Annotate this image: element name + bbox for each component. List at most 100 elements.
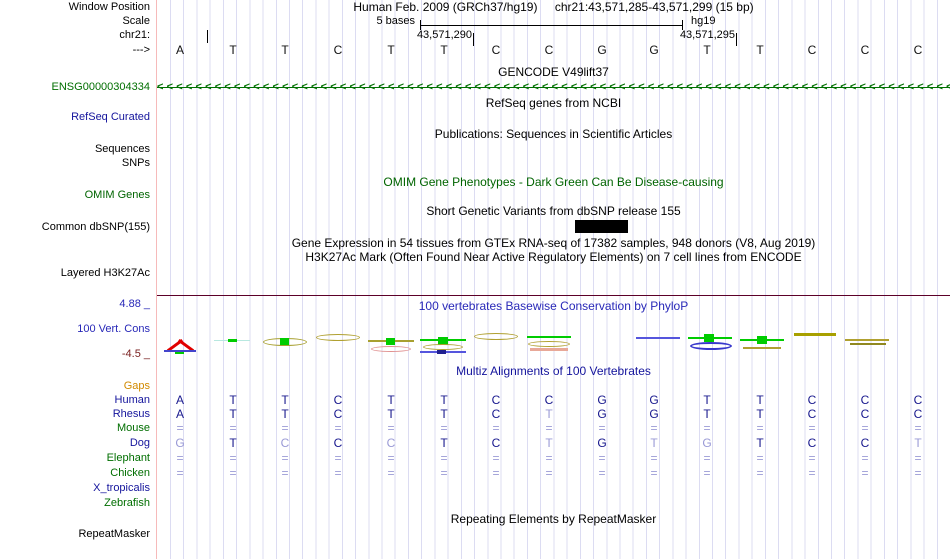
alignment-base-human: C — [544, 393, 554, 407]
alignment-base-mouse: = — [176, 421, 184, 435]
scale-bases-text: 5 bases — [376, 15, 415, 27]
species-label-dog[interactable]: Dog — [129, 437, 150, 449]
phylop-track-label[interactable]: 100 Vert. Cons — [77, 323, 150, 335]
alignment-base-human: C — [333, 393, 343, 407]
window-position-title: Human Feb. 2009 (GRCh37/hg19) chr21:43,5… — [157, 1, 950, 14]
reference-base: C — [860, 43, 870, 57]
coord-right-text: 43,571,295 — [679, 29, 735, 41]
phylop-glyph-shape — [527, 336, 571, 338]
alignment-base-elephant: = — [492, 451, 500, 465]
alignment-base-chicken: = — [756, 466, 764, 480]
alignment-base-human: C — [807, 393, 817, 407]
omim-genes-label[interactable]: OMIM Genes — [84, 189, 150, 201]
alignment-base-rhesus: G — [597, 407, 607, 421]
reference-base: T — [703, 43, 711, 57]
species-label-elephant[interactable]: Elephant — [106, 452, 150, 464]
strand-arrow-label: ---> — [132, 44, 150, 56]
phylop-glyph-shape — [636, 337, 680, 339]
alignment-base-dog: C — [860, 436, 870, 450]
alignment-base-human: T — [387, 393, 395, 407]
gencode-gene-label[interactable]: ENSG00000304334 — [51, 81, 150, 93]
alignment-base-chicken: = — [492, 466, 500, 480]
alignment-base-elephant: = — [861, 451, 869, 465]
alignment-base-chicken: = — [650, 466, 658, 480]
alignment-base-mouse: = — [703, 421, 711, 435]
refseq-curated-label[interactable]: RefSeq Curated — [71, 111, 150, 123]
alignment-base-mouse: = — [545, 421, 553, 435]
phylop-glyph-shape — [386, 338, 395, 345]
reference-base: T — [387, 43, 395, 57]
snps-label[interactable]: SNPs — [121, 157, 150, 169]
alignment-base-dog: T — [914, 436, 922, 450]
phylop-min-value: -4.5 _ — [121, 348, 150, 360]
alignment-base-rhesus: T — [387, 407, 395, 421]
alignment-base-elephant: = — [650, 451, 658, 465]
phylop-track-title[interactable]: 100 vertebrates Basewise Conservation by… — [418, 299, 689, 313]
alignment-base-rhesus: T — [545, 407, 553, 421]
gtex-track-title[interactable]: Gene Expression in 54 tissues from GTEx … — [291, 236, 816, 250]
phylop-glyph-shape — [228, 339, 237, 342]
reference-base: G — [597, 43, 607, 57]
coord-tick-unlabeled — [207, 30, 208, 43]
coord-left-text: 43,571,290 — [416, 29, 472, 41]
sequences-label[interactable]: Sequences — [94, 143, 150, 155]
alignment-base-dog: C — [807, 436, 817, 450]
scale-ruler-tick-left — [420, 20, 421, 30]
alignment-base-rhesus: C — [807, 407, 817, 421]
alignment-base-chicken: = — [808, 466, 816, 480]
alignment-base-mouse: = — [914, 421, 922, 435]
species-label-mouse[interactable]: Mouse — [116, 422, 150, 434]
phylop-glyph-shape — [423, 344, 463, 350]
alignment-base-chicken: = — [229, 466, 237, 480]
phylop-glyph-shape — [437, 350, 446, 354]
phylop-glyph-shape — [316, 334, 360, 341]
repeatmasker-track-title[interactable]: Repeating Elements by RepeatMasker — [450, 512, 657, 526]
species-label-x_tropicalis[interactable]: X_tropicalis — [93, 482, 150, 494]
common-dbsnp-label[interactable]: Common dbSNP(155) — [41, 221, 150, 233]
coord-left-tick — [473, 33, 474, 46]
publications-track-title[interactable]: Publications: Sequences in Scientific Ar… — [434, 127, 673, 141]
omim-track-title[interactable]: OMIM Gene Phenotypes - Dark Green Can Be… — [383, 175, 724, 189]
alignment-base-rhesus: T — [703, 407, 711, 421]
refseq-track-title[interactable]: RefSeq genes from NCBI — [485, 96, 622, 110]
species-label-human[interactable]: Human — [114, 394, 150, 406]
alignment-base-mouse: = — [229, 421, 237, 435]
scale-label: Scale — [122, 15, 150, 27]
species-label-gaps[interactable]: Gaps — [123, 380, 150, 392]
alignment-base-dog: C — [333, 436, 343, 450]
assembly-title: Human Feb. 2009 (GRCh37/hg19) — [353, 0, 538, 14]
alignment-base-mouse: = — [334, 421, 342, 435]
phylop-max-value: 4.88 _ — [119, 298, 150, 310]
alignment-base-human: T — [281, 393, 289, 407]
reference-base: C — [913, 43, 923, 57]
alignment-base-dog: G — [597, 436, 607, 450]
phylop-glyph-shape — [794, 333, 836, 336]
species-label-chicken[interactable]: Chicken — [110, 467, 150, 479]
alignment-base-elephant: = — [703, 451, 711, 465]
alignment-base-human: A — [175, 393, 184, 407]
phylop-glyph-shape — [528, 341, 570, 347]
alignment-base-rhesus: C — [913, 407, 923, 421]
alignment-base-dog: C — [280, 436, 290, 450]
chrom-label: chr21: — [119, 29, 150, 41]
alignment-base-rhesus: T — [229, 407, 237, 421]
species-label-zebrafish[interactable]: Zebrafish — [104, 497, 150, 509]
alignment-base-human: C — [913, 393, 923, 407]
layered-h3k27ac-label[interactable]: Layered H3K27Ac — [60, 267, 150, 279]
alignment-base-rhesus: T — [281, 407, 289, 421]
snp-variant-box[interactable] — [575, 220, 628, 233]
repeatmasker-label[interactable]: RepeatMasker — [78, 528, 150, 540]
gene-direction-arrows[interactable]: <<<<<<<<<<<<<<<<<<<<<<<<<<<<<<<<<<<<<<<<… — [157, 81, 950, 94]
multiz-track-title[interactable]: Multiz Alignments of 100 Vertebrates — [456, 364, 651, 378]
gencode-track-title[interactable]: GENCODE V49lift37 — [498, 65, 609, 79]
alignment-base-dog: C — [386, 436, 396, 450]
species-label-rhesus[interactable]: Rhesus — [112, 408, 150, 420]
phylop-glyph-shape — [530, 348, 568, 351]
dbsnp-track-title[interactable]: Short Genetic Variants from dbSNP releas… — [426, 204, 681, 218]
h3k27ac-track-title[interactable]: H3K27Ac Mark (Often Found Near Active Re… — [305, 250, 802, 264]
alignment-base-mouse: = — [598, 421, 606, 435]
alignment-base-human: C — [860, 393, 870, 407]
alignment-base-chicken: = — [703, 466, 711, 480]
phylop-glyph-shape — [371, 346, 411, 352]
alignment-base-elephant: = — [334, 451, 342, 465]
